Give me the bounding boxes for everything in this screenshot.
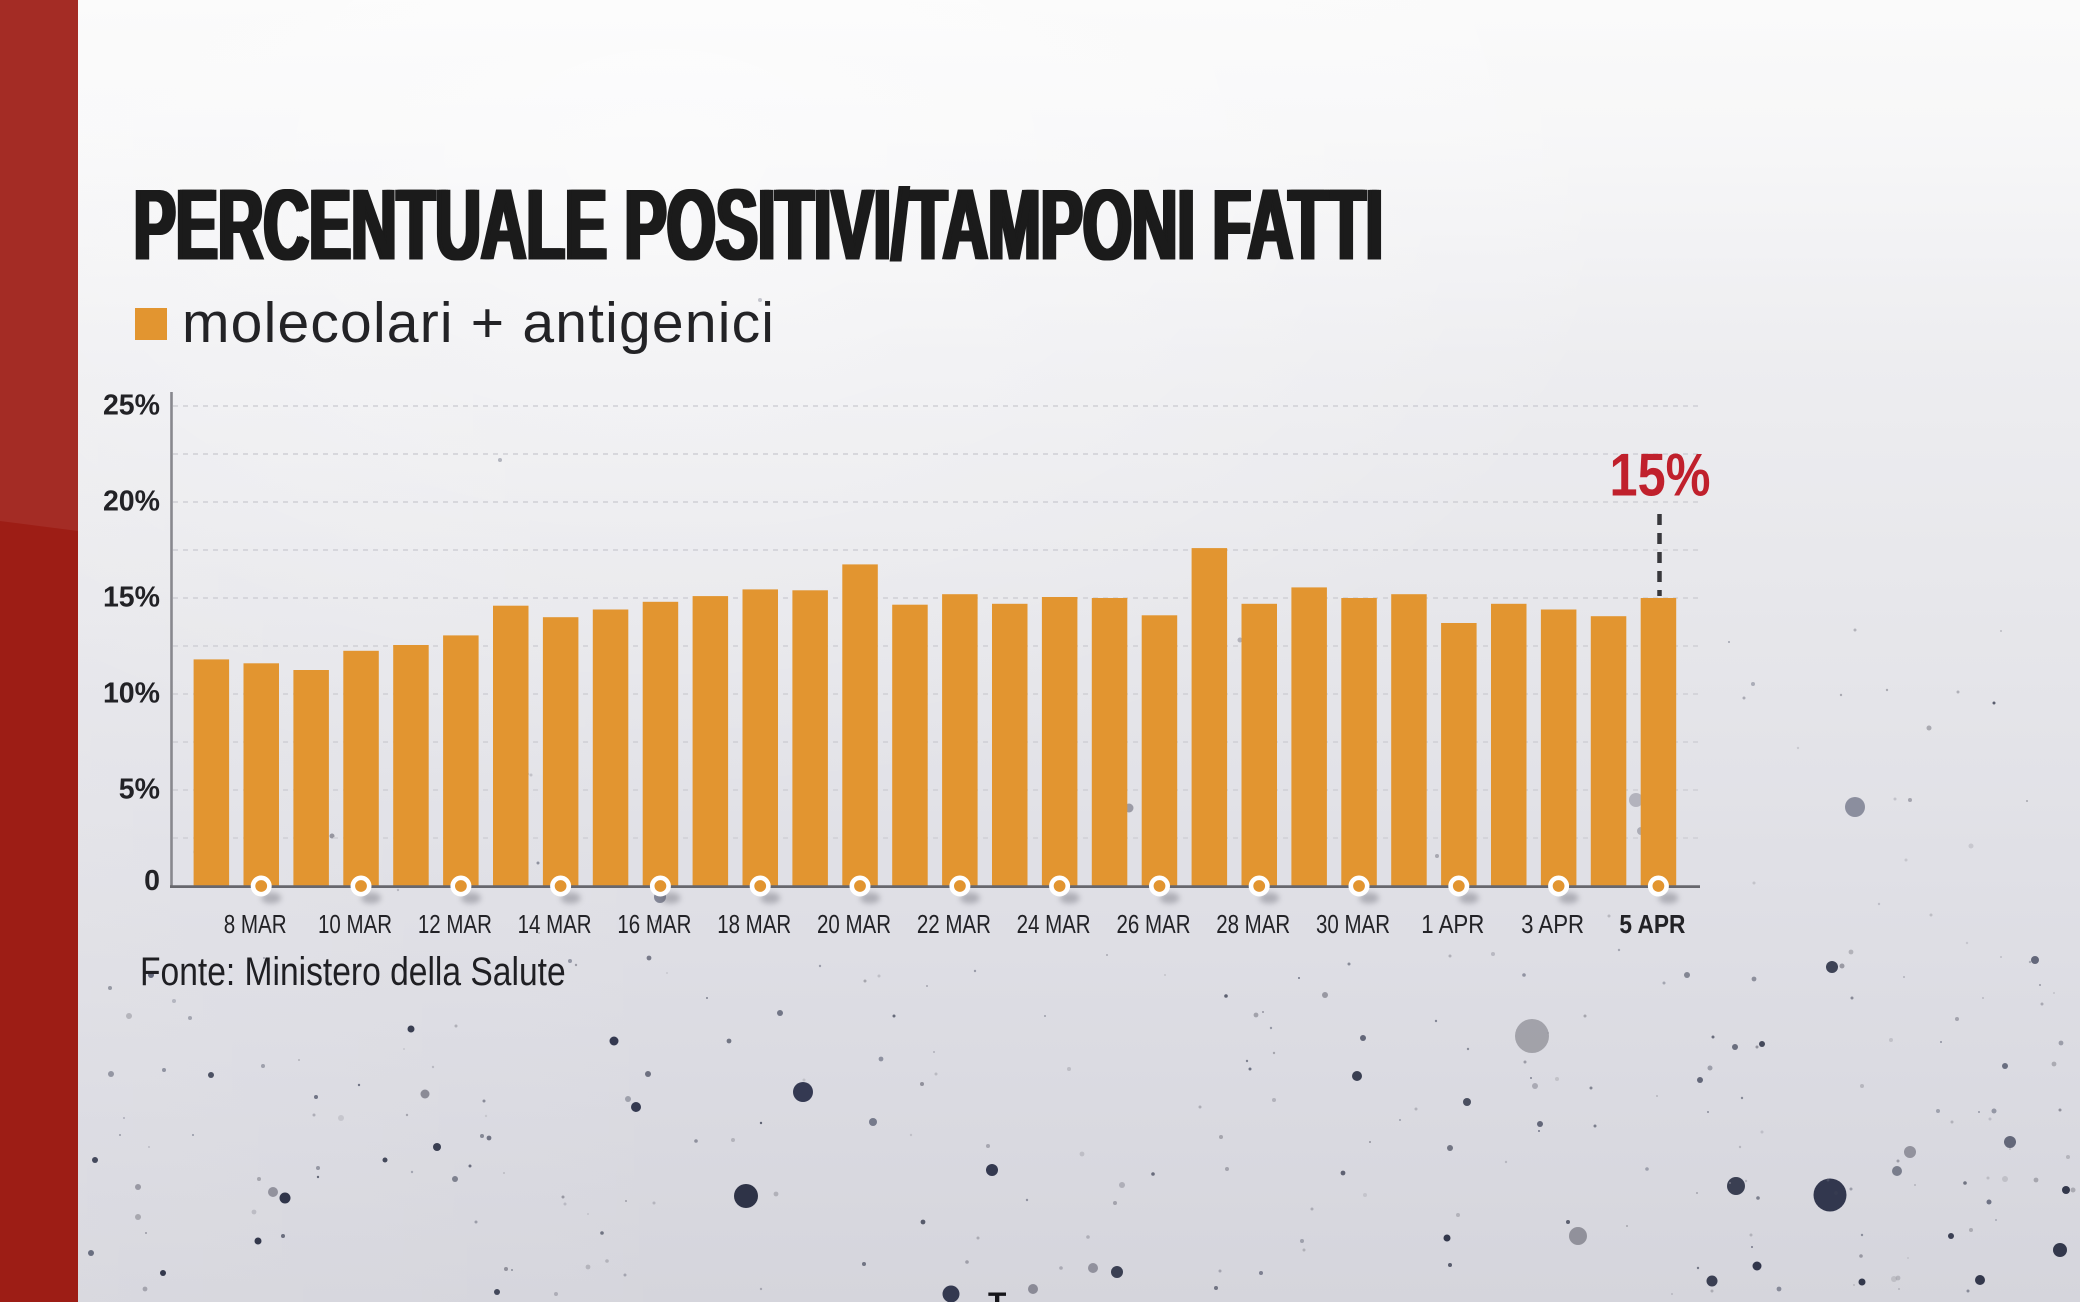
svg-text:PERCENTUALE POSITIVI/TAMPONI F: PERCENTUALE POSITIVI/TAMPONI FATTI: [134, 168, 1383, 281]
svg-text:30 MAR: 30 MAR: [1316, 909, 1390, 939]
svg-text:Fonte: Ministero della Salute: Fonte: Ministero della Salute: [140, 949, 566, 993]
svg-text:20 MAR: 20 MAR: [817, 909, 891, 939]
svg-text:24 MAR: 24 MAR: [1017, 909, 1091, 939]
svg-text:28 MAR: 28 MAR: [1216, 909, 1290, 939]
svg-text:5 APR: 5 APR: [1619, 909, 1685, 939]
svg-text:15%: 15%: [1610, 442, 1711, 509]
svg-text:18 MAR: 18 MAR: [717, 909, 791, 939]
svg-text:molecolari + antigenici: molecolari + antigenici: [182, 291, 775, 355]
svg-text:5%: 5%: [119, 774, 160, 806]
svg-text:20%: 20%: [103, 486, 160, 518]
svg-text:16 MAR: 16 MAR: [617, 909, 691, 939]
svg-text:25%: 25%: [103, 390, 160, 422]
svg-text:15%: 15%: [103, 582, 160, 614]
svg-text:PERCENTUALE POSITIVI/TAMPONI F: PERCENTUALE POSITIVI/TAMPONI FATTI: [132, 168, 1381, 281]
svg-text:10 MAR: 10 MAR: [318, 909, 392, 939]
svg-text:8 MAR: 8 MAR: [224, 909, 287, 939]
svg-text:10%: 10%: [103, 678, 160, 710]
svg-text:22 MAR: 22 MAR: [917, 909, 991, 939]
svg-text:3 APR: 3 APR: [1521, 909, 1584, 939]
svg-text:PERCENTUALE POSITIVI/TAMPONI F: PERCENTUALE POSITIVI/TAMPONI FATTI: [136, 168, 1385, 281]
svg-text:26 MAR: 26 MAR: [1117, 909, 1191, 939]
svg-text:T: T: [988, 1287, 1006, 1302]
svg-text:1 APR: 1 APR: [1421, 909, 1484, 939]
svg-text:14 MAR: 14 MAR: [518, 909, 592, 939]
svg-text:12 MAR: 12 MAR: [418, 909, 492, 939]
svg-text:0: 0: [144, 865, 160, 897]
